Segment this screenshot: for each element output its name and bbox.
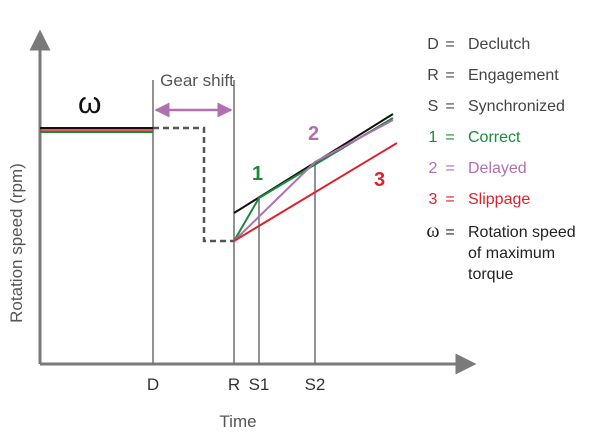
legend-text-2: Delayed: [468, 160, 527, 177]
legend-key-2: 2: [429, 160, 438, 177]
legend-eq-1: =: [445, 129, 454, 146]
tick-label-s1: S1: [249, 375, 270, 394]
legend-text-omega-line1: Rotation speed: [468, 224, 576, 241]
x-axis-label: Time: [219, 412, 256, 431]
legend-eq-r: =: [445, 67, 454, 84]
legend-text-r: Engagement: [468, 67, 559, 84]
tick-label-s2: S2: [305, 375, 326, 394]
legend-text-3: Slippage: [468, 191, 530, 208]
legend-eq-s: =: [445, 98, 454, 115]
legend-text-1: Correct: [468, 129, 521, 146]
legend-text-s: Synchronized: [468, 98, 565, 115]
legend-eq-2: =: [445, 160, 454, 177]
legend: D = Declutch R = Engagement S = Synchron…: [426, 36, 575, 283]
curve-1-label: 1: [252, 163, 263, 185]
legend-eq-3: =: [445, 191, 454, 208]
curve-3-label: 3: [374, 169, 385, 191]
curve-delayed: [233, 119, 394, 242]
legend-key-r: R: [427, 67, 439, 84]
tick-label-d: D: [147, 375, 159, 394]
legend-text-omega-line2: of maximum: [468, 245, 555, 262]
declutch-dashed-path: [153, 126, 234, 243]
legend-key-s: S: [428, 98, 439, 115]
legend-text-omega-line3: torque: [468, 266, 513, 283]
y-axis-label: Rotation speed (rpm): [7, 163, 26, 323]
gear-shift-label: Gear shift: [160, 71, 234, 90]
tick-label-r: R: [228, 375, 240, 394]
curve-2-label: 2: [308, 123, 319, 145]
legend-eq-omega: =: [445, 224, 454, 241]
curve-slippage: [233, 142, 398, 242]
legend-key-1: 1: [429, 129, 438, 146]
legend-key-d: D: [427, 36, 439, 53]
legend-text-d: Declutch: [468, 36, 530, 53]
legend-key-omega: ω: [426, 220, 439, 242]
legend-eq-d: =: [445, 36, 454, 53]
omega-symbol: ω: [78, 87, 101, 120]
legend-key-3: 3: [429, 191, 438, 208]
